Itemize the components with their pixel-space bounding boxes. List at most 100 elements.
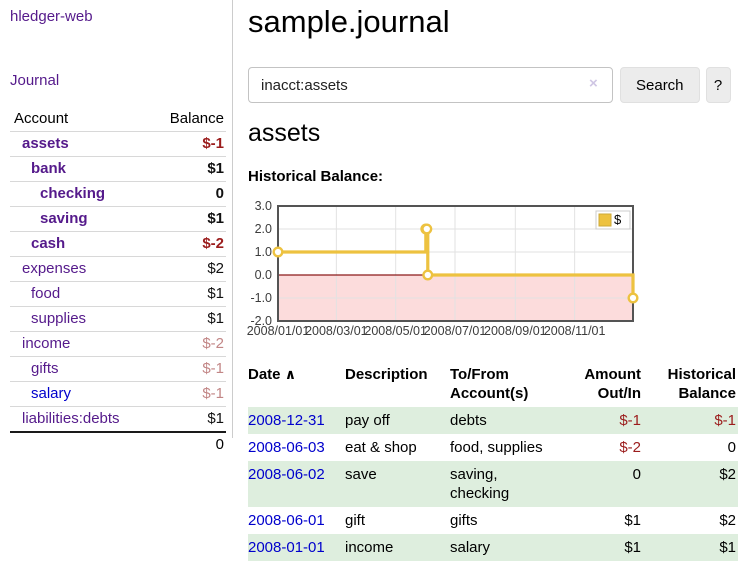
account-row: checking 0 — [10, 181, 226, 207]
main-content: sample.journal × Search ? assets Histori… — [247, 0, 742, 561]
search-button[interactable]: Search — [620, 67, 700, 103]
register-amount: $-2 — [619, 439, 641, 456]
account-balance: 0 — [215, 185, 224, 202]
register-accounts: debts — [450, 412, 487, 429]
register-description: income — [345, 539, 394, 556]
register-row: 2008-06-02 save saving, checking 0 $2 — [248, 461, 738, 507]
legend-label: $ — [614, 212, 622, 227]
register-header-accounts: To/From Account(s) — [450, 366, 529, 402]
account-balance: $1 — [207, 210, 224, 227]
account-balance: $1 — [207, 285, 224, 302]
x-axis-tick-label: 2008/05/01 — [364, 324, 427, 338]
data-point — [422, 269, 434, 281]
account-link[interactable]: liabilities:debts — [22, 410, 120, 427]
account-balance: $2 — [207, 260, 224, 277]
legend-swatch-icon — [598, 213, 612, 227]
register-row: 2008-06-03 eat & shop food, supplies $-2 0 — [248, 434, 738, 461]
accounts-total-row: 0 — [10, 432, 226, 457]
register-balance: $1 — [719, 539, 736, 556]
account-row: expenses $2 — [10, 256, 226, 282]
account-row: bank $1 — [10, 156, 226, 182]
data-point — [272, 246, 284, 258]
historical-balance-chart[interactable]: 2008/01/012008/03/012008/05/012008/07/01… — [247, 199, 740, 345]
register-header-balance: Historical Balance — [667, 366, 736, 402]
account-balance: $-1 — [202, 135, 224, 152]
accounts-total: 0 — [215, 436, 224, 453]
register-row: 2008-01-01 income salary $1 $1 — [248, 534, 738, 561]
data-point — [627, 292, 639, 304]
chart-title: Historical Balance: — [248, 168, 384, 185]
register-description: save — [345, 466, 377, 483]
account-link[interactable]: supplies — [31, 310, 87, 327]
register-row: 2008-12-31 pay off debts $-1 $-1 — [248, 407, 738, 434]
account-link[interactable]: salary — [31, 385, 72, 402]
register-description: pay off — [345, 412, 390, 429]
register-amount: 0 — [632, 466, 641, 483]
x-axis-tick-label: 2008/07/01 — [424, 324, 487, 338]
account-link[interactable]: saving — [40, 210, 88, 227]
account-link[interactable]: gifts — [31, 360, 59, 377]
account-link[interactable]: expenses — [22, 260, 87, 277]
account-link[interactable]: assets — [22, 135, 69, 152]
account-row: salary $-1 — [10, 381, 226, 407]
register-date-link[interactable]: 2008-01-01 — [248, 539, 325, 556]
accounts-table: Account Balance assets $-1 bank $1 checking 0… — [10, 107, 226, 457]
app-title-link[interactable]: hledger-web — [10, 8, 93, 25]
account-row: gifts $-1 — [10, 356, 226, 382]
x-axis-tick-label: 2008/03/01 — [305, 324, 368, 338]
help-button[interactable]: ? — [705, 67, 731, 103]
register-date-link[interactable]: 2008-06-01 — [248, 512, 325, 529]
account-link[interactable]: income — [22, 335, 71, 352]
account-link[interactable]: food — [31, 285, 61, 302]
register-balance: 0 — [727, 439, 736, 456]
account-link[interactable]: cash — [31, 235, 66, 252]
register-amount: $1 — [624, 539, 641, 556]
account-balance: $1 — [207, 160, 224, 177]
sidebar-item-journal[interactable]: Journal — [10, 72, 60, 89]
y-axis-tick-label: -1.0 — [250, 291, 272, 305]
register-accounts: gifts — [450, 512, 478, 529]
x-axis-tick-label: 2008/09/01 — [484, 324, 547, 338]
page-title: sample.journal — [248, 4, 450, 39]
x-axis-tick-label: 2008/11/01 — [544, 324, 606, 338]
account-link[interactable]: checking — [40, 185, 106, 202]
account-row: income $-2 — [10, 331, 226, 357]
account-heading: assets — [248, 119, 321, 147]
register-description: eat & shop — [345, 439, 417, 456]
account-row: supplies $1 — [10, 306, 226, 332]
register-date-link[interactable]: 2008-06-02 — [248, 466, 325, 483]
y-axis-tick-label: 2.0 — [255, 222, 272, 236]
account-row: liabilities:debts $1 — [10, 406, 226, 433]
x-axis-tick-label: 2008/01/01 — [247, 324, 310, 338]
account-row: cash $-2 — [10, 231, 226, 257]
account-balance: $-2 — [202, 335, 224, 352]
register-accounts: salary — [450, 539, 491, 556]
sidebar: hledger-web Journal Account Balance asse… — [0, 0, 233, 453]
y-axis-tick-label: -2.0 — [250, 314, 272, 328]
register-date-link[interactable]: 2008-12-31 — [248, 412, 325, 429]
register-amount: $-1 — [619, 412, 641, 429]
account-balance: $-2 — [202, 235, 224, 252]
account-balance: $1 — [207, 310, 224, 327]
clear-search-icon[interactable]: × — [589, 75, 598, 92]
register-header-description: Description — [345, 366, 428, 383]
y-axis-tick-label: 0.0 — [255, 268, 272, 282]
register-accounts: food, supplies — [450, 439, 543, 456]
register-row: 2008-06-01 gift gifts $1 $2 — [248, 507, 738, 534]
account-row: assets $-1 — [10, 132, 226, 157]
account-balance: $1 — [207, 410, 224, 427]
register-header-date[interactable]: Date ∧ — [248, 366, 297, 383]
register-balance: $2 — [719, 512, 736, 529]
register-date-link[interactable]: 2008-06-03 — [248, 439, 325, 456]
account-balance: $-1 — [202, 385, 224, 402]
account-row: food $1 — [10, 281, 226, 307]
search-form: × Search ? — [248, 67, 742, 103]
search-input[interactable] — [248, 67, 613, 103]
sort-ascending-icon: ∧ — [284, 366, 297, 382]
y-axis-tick-label: 3.0 — [255, 199, 272, 213]
register-amount: $1 — [624, 512, 641, 529]
data-point — [421, 223, 433, 235]
register-header-amount: Amount Out/In — [584, 366, 641, 402]
account-balance: $-1 — [202, 360, 224, 377]
account-link[interactable]: bank — [31, 160, 67, 177]
